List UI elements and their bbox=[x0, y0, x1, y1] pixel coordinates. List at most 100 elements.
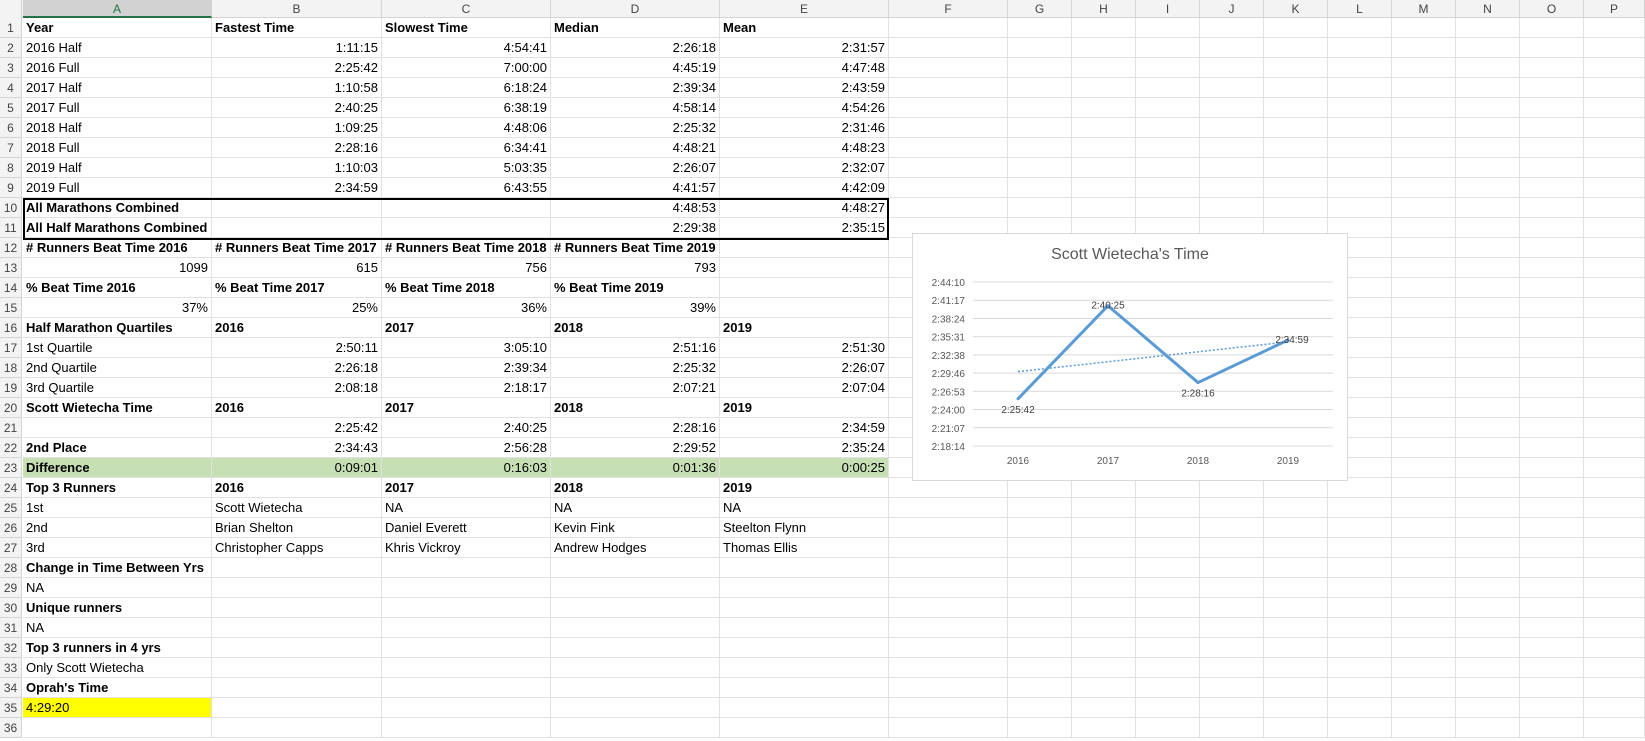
cell-p30[interactable] bbox=[1584, 598, 1645, 618]
cell-h4[interactable] bbox=[1072, 78, 1136, 98]
cell-n2[interactable] bbox=[1456, 38, 1520, 58]
cell-l19[interactable] bbox=[1328, 378, 1392, 398]
cell-p32[interactable] bbox=[1584, 638, 1645, 658]
cell-l22[interactable] bbox=[1328, 438, 1392, 458]
cell-j31[interactable] bbox=[1200, 618, 1264, 638]
cell-e12[interactable] bbox=[720, 238, 889, 258]
cell-l3[interactable] bbox=[1328, 58, 1392, 78]
cell-m32[interactable] bbox=[1392, 638, 1456, 658]
cell-c24[interactable]: 2017 bbox=[382, 478, 551, 498]
cell-e17[interactable]: 2:51:30 bbox=[720, 338, 889, 358]
column-header-h[interactable]: H bbox=[1072, 0, 1136, 18]
cell-c12[interactable]: # Runners Beat Time 2018 bbox=[382, 238, 551, 258]
cell-m19[interactable] bbox=[1392, 378, 1456, 398]
column-header-l[interactable]: L bbox=[1328, 0, 1392, 18]
cell-d32[interactable] bbox=[551, 638, 720, 658]
cell-i30[interactable] bbox=[1136, 598, 1200, 618]
cell-n7[interactable] bbox=[1456, 138, 1520, 158]
cell-j4[interactable] bbox=[1200, 78, 1264, 98]
cell-e25[interactable]: NA bbox=[720, 498, 889, 518]
cell-b16[interactable]: 2016 bbox=[212, 318, 382, 338]
cell-c27[interactable]: Khris Vickroy bbox=[382, 538, 551, 558]
cell-h34[interactable] bbox=[1072, 678, 1136, 698]
cell-b33[interactable] bbox=[212, 658, 382, 678]
cell-h33[interactable] bbox=[1072, 658, 1136, 678]
cell-o17[interactable] bbox=[1520, 338, 1584, 358]
cell-o15[interactable] bbox=[1520, 298, 1584, 318]
cell-b36[interactable] bbox=[212, 718, 382, 738]
cell-j30[interactable] bbox=[1200, 598, 1264, 618]
cell-c28[interactable] bbox=[382, 558, 551, 578]
row-header-23[interactable]: 23 bbox=[0, 458, 22, 478]
cell-i26[interactable] bbox=[1136, 518, 1200, 538]
cell-o34[interactable] bbox=[1520, 678, 1584, 698]
cell-c9[interactable]: 6:43:55 bbox=[382, 178, 551, 198]
cell-f24[interactable] bbox=[889, 478, 1008, 498]
cell-o28[interactable] bbox=[1520, 558, 1584, 578]
cell-j28[interactable] bbox=[1200, 558, 1264, 578]
cell-p17[interactable] bbox=[1584, 338, 1645, 358]
cell-p35[interactable] bbox=[1584, 698, 1645, 718]
cell-c21[interactable]: 2:40:25 bbox=[382, 418, 551, 438]
cell-d33[interactable] bbox=[551, 658, 720, 678]
cell-a22[interactable]: 2nd Place bbox=[23, 438, 212, 458]
cell-d31[interactable] bbox=[551, 618, 720, 638]
cell-h35[interactable] bbox=[1072, 698, 1136, 718]
cell-b4[interactable]: 1:10:58 bbox=[212, 78, 382, 98]
cell-m2[interactable] bbox=[1392, 38, 1456, 58]
cell-e2[interactable]: 2:31:57 bbox=[720, 38, 889, 58]
column-header-g[interactable]: G bbox=[1008, 0, 1072, 18]
cell-p1[interactable] bbox=[1584, 18, 1645, 38]
cell-m36[interactable] bbox=[1392, 718, 1456, 738]
cell-e24[interactable]: 2019 bbox=[720, 478, 889, 498]
cell-j35[interactable] bbox=[1200, 698, 1264, 718]
cell-k26[interactable] bbox=[1264, 518, 1328, 538]
cell-m23[interactable] bbox=[1392, 458, 1456, 478]
cell-l5[interactable] bbox=[1328, 98, 1392, 118]
cell-k28[interactable] bbox=[1264, 558, 1328, 578]
cell-c30[interactable] bbox=[382, 598, 551, 618]
cell-d3[interactable]: 4:45:19 bbox=[551, 58, 720, 78]
cell-j2[interactable] bbox=[1200, 38, 1264, 58]
cell-o10[interactable] bbox=[1520, 198, 1584, 218]
cell-h29[interactable] bbox=[1072, 578, 1136, 598]
scott-wietecha-time-chart[interactable]: Scott Wietecha's Time 2:44:10 2:41:17 2:38… bbox=[912, 233, 1348, 481]
cell-i10[interactable] bbox=[1136, 198, 1200, 218]
cell-a17[interactable]: 1st Quartile bbox=[23, 338, 212, 358]
cell-m4[interactable] bbox=[1392, 78, 1456, 98]
cell-j5[interactable] bbox=[1200, 98, 1264, 118]
cell-j29[interactable] bbox=[1200, 578, 1264, 598]
cell-p18[interactable] bbox=[1584, 358, 1645, 378]
cell-n30[interactable] bbox=[1456, 598, 1520, 618]
cell-c26[interactable]: Daniel Everett bbox=[382, 518, 551, 538]
cell-k6[interactable] bbox=[1264, 118, 1328, 138]
cell-e36[interactable] bbox=[720, 718, 889, 738]
cell-c35[interactable] bbox=[382, 698, 551, 718]
cell-c11[interactable] bbox=[382, 218, 551, 238]
cell-i36[interactable] bbox=[1136, 718, 1200, 738]
cell-h3[interactable] bbox=[1072, 58, 1136, 78]
cell-c34[interactable] bbox=[382, 678, 551, 698]
cell-e32[interactable] bbox=[720, 638, 889, 658]
cell-p19[interactable] bbox=[1584, 378, 1645, 398]
cell-c1[interactable]: Slowest Time bbox=[382, 18, 551, 38]
cell-e30[interactable] bbox=[720, 598, 889, 618]
cell-h10[interactable] bbox=[1072, 198, 1136, 218]
cell-g35[interactable] bbox=[1008, 698, 1072, 718]
cell-o30[interactable] bbox=[1520, 598, 1584, 618]
cell-k9[interactable] bbox=[1264, 178, 1328, 198]
column-header-c[interactable]: C bbox=[382, 0, 551, 18]
cell-a9[interactable]: 2019 Full bbox=[23, 178, 212, 198]
cell-e4[interactable]: 2:43:59 bbox=[720, 78, 889, 98]
cell-a24[interactable]: Top 3 Runners bbox=[23, 478, 212, 498]
cell-o8[interactable] bbox=[1520, 158, 1584, 178]
cell-j25[interactable] bbox=[1200, 498, 1264, 518]
cell-l17[interactable] bbox=[1328, 338, 1392, 358]
cell-i2[interactable] bbox=[1136, 38, 1200, 58]
cell-l4[interactable] bbox=[1328, 78, 1392, 98]
cell-p3[interactable] bbox=[1584, 58, 1645, 78]
cell-e28[interactable] bbox=[720, 558, 889, 578]
cell-o31[interactable] bbox=[1520, 618, 1584, 638]
cell-b3[interactable]: 2:25:42 bbox=[212, 58, 382, 78]
